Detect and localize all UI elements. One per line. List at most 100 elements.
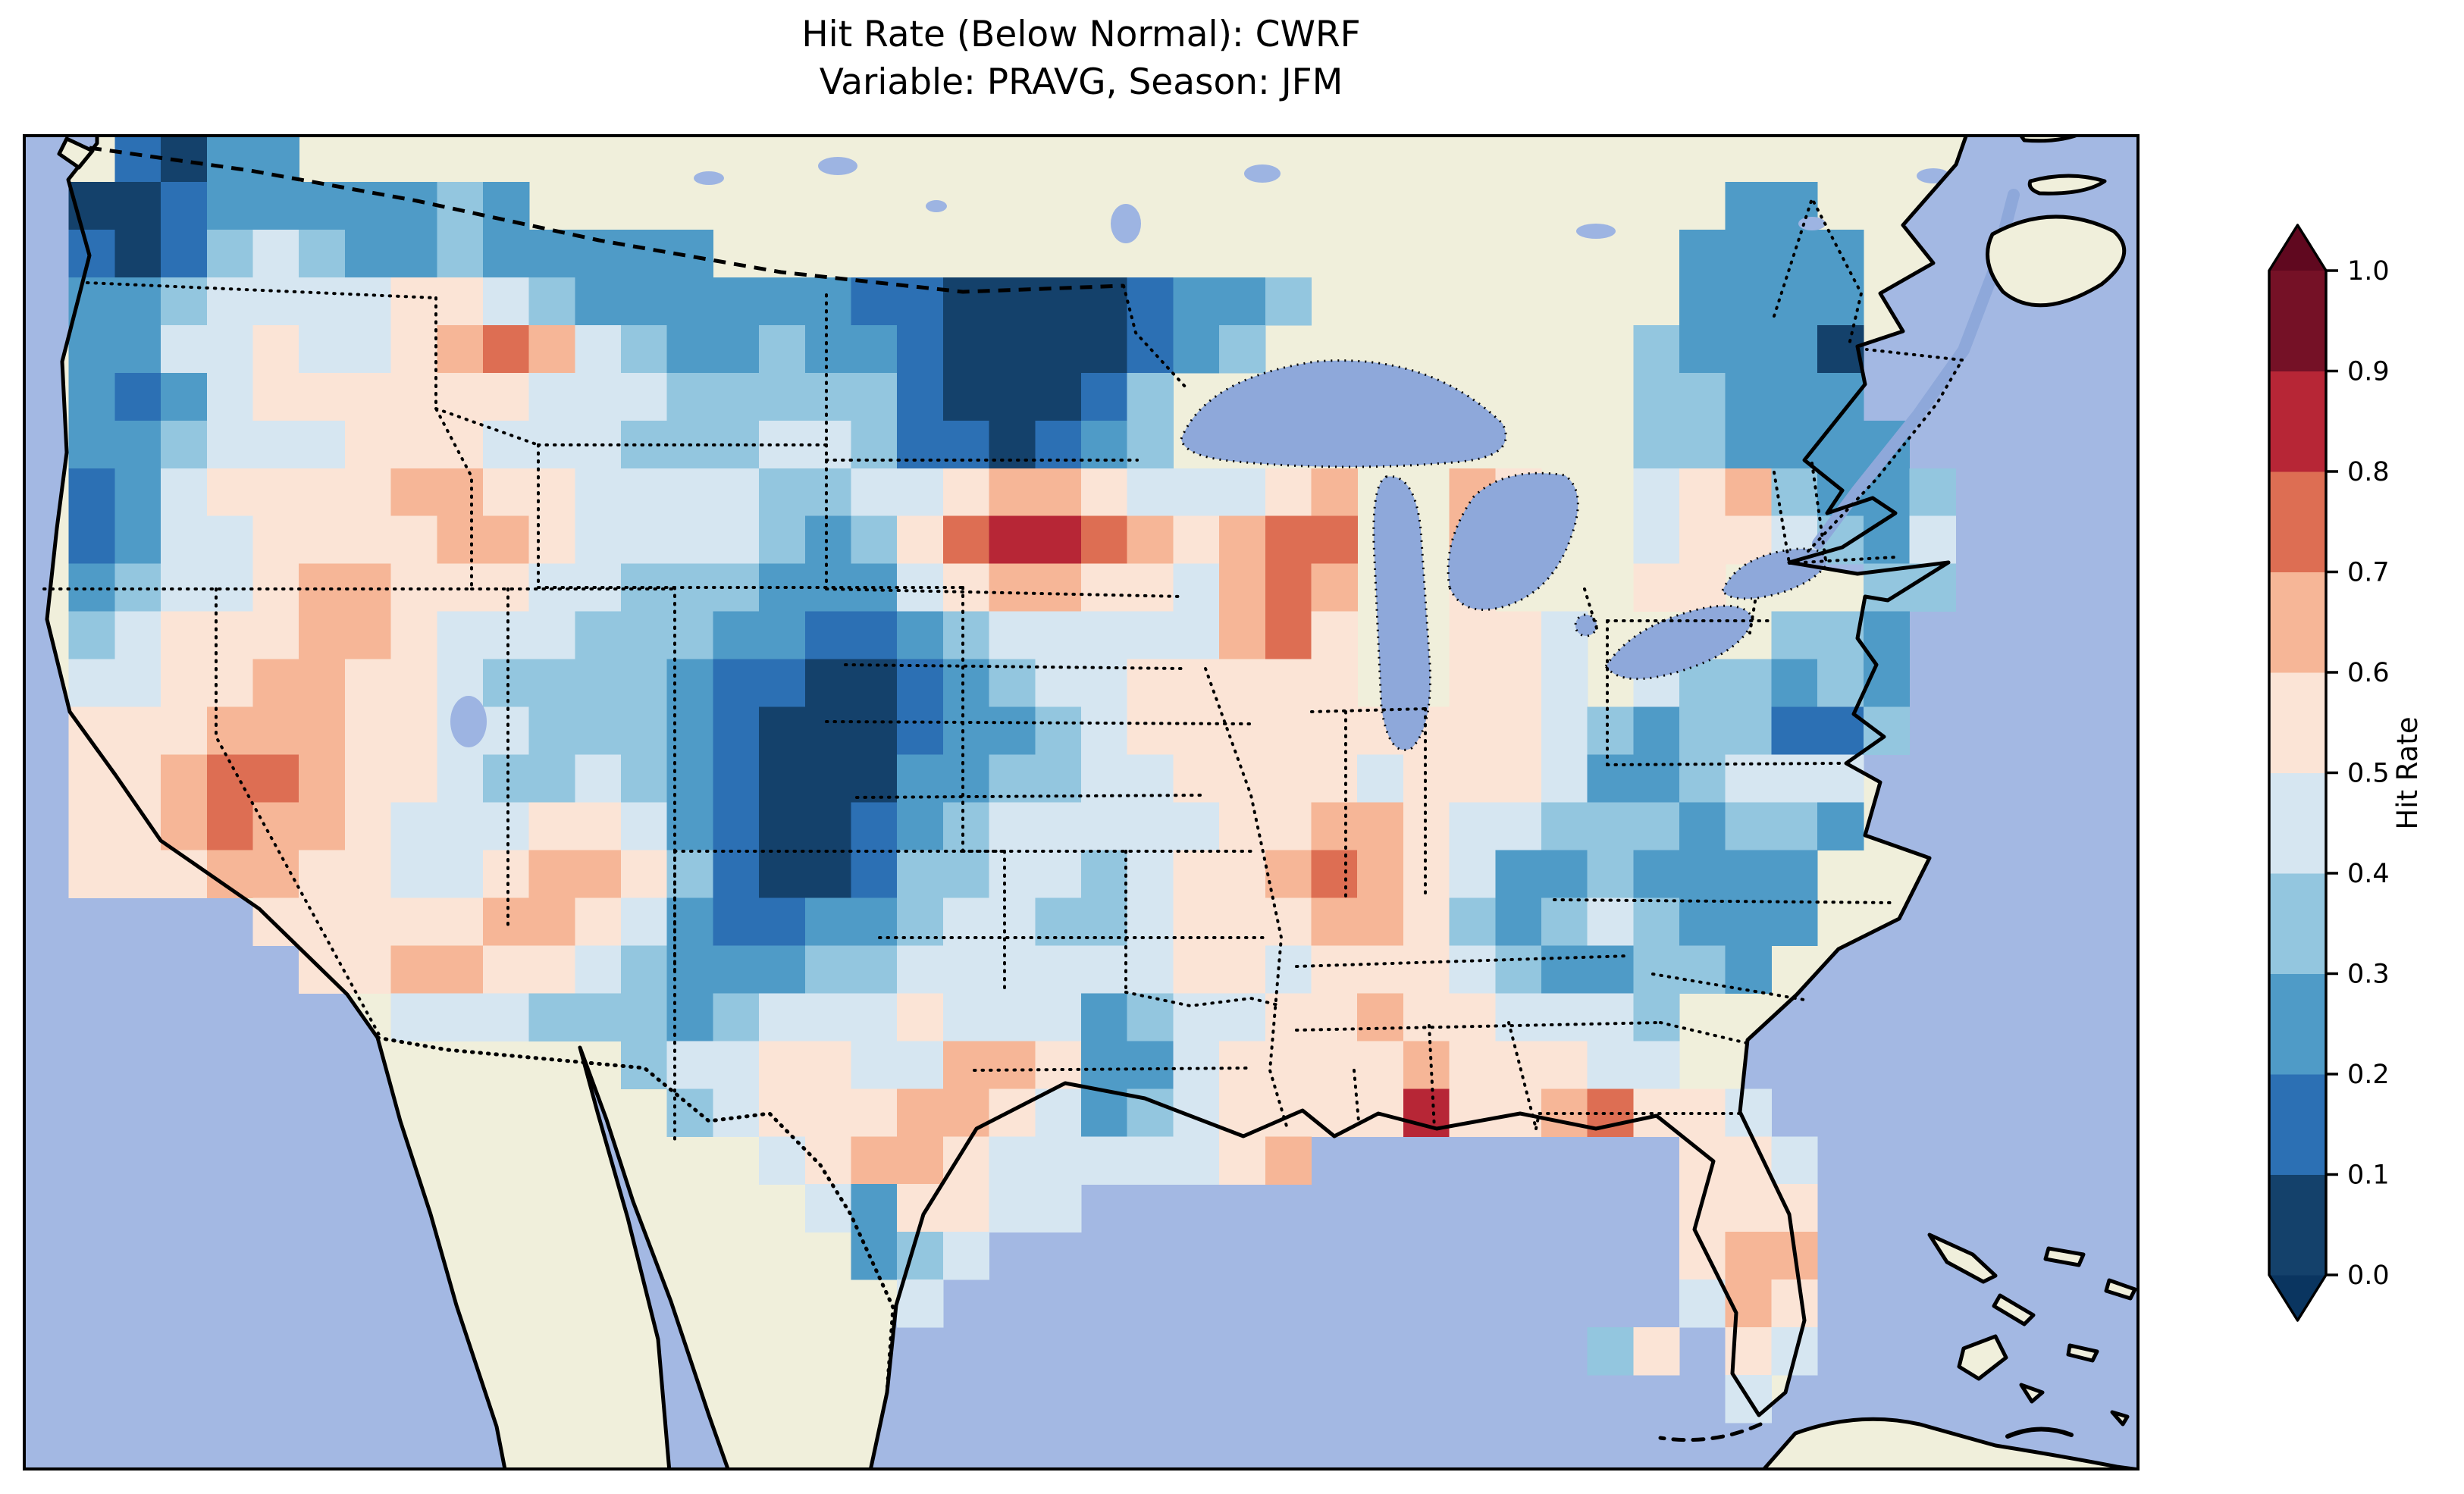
colorbar-segment — [2269, 1074, 2326, 1175]
grid-cell — [252, 850, 299, 899]
colorbar-segment — [2269, 1174, 2326, 1276]
grid-cell — [989, 706, 1036, 756]
grid-cell — [804, 993, 852, 1041]
grid-cell — [437, 277, 484, 326]
us-mexico-border — [375, 1035, 895, 1395]
grid-cell — [759, 515, 806, 565]
grid-cell — [528, 897, 575, 946]
grid-cell — [1311, 1041, 1358, 1089]
grid-cell — [1771, 706, 1818, 756]
grid-cell — [1771, 1279, 1818, 1328]
grid-cell — [252, 659, 299, 708]
colorbar-tick-label: 0.7 — [2347, 558, 2390, 588]
grid-cell — [621, 754, 668, 803]
grid-cell — [482, 229, 530, 278]
grid-cell — [1265, 468, 1312, 517]
grid-cell — [1771, 324, 1818, 374]
grid-cell — [897, 1136, 944, 1185]
grid-cell — [161, 420, 208, 469]
grid-cell — [1265, 706, 1312, 756]
grid-cell — [1725, 945, 1773, 994]
grid-cell — [344, 229, 392, 278]
grid-cell — [1403, 897, 1450, 946]
grid-cell — [482, 515, 530, 565]
grid-cell — [1449, 897, 1496, 946]
grid-cell — [897, 754, 944, 803]
grid-cell — [1311, 945, 1358, 994]
grid-cell — [759, 754, 806, 803]
grid-cell — [482, 372, 530, 421]
grid-cell — [1265, 277, 1312, 326]
grid-cell — [299, 897, 346, 946]
grid-cell — [713, 277, 760, 326]
grid-cell — [851, 1184, 898, 1232]
grid-cell — [114, 468, 161, 517]
grid-cell — [713, 802, 760, 851]
grid-cell — [1357, 802, 1404, 851]
grid-cell — [252, 611, 299, 660]
grid-cell — [1127, 372, 1174, 421]
grid-cell — [666, 515, 714, 565]
grid-cell — [851, 1088, 898, 1137]
grid-cell — [528, 945, 575, 994]
grid-cell — [1679, 1088, 1726, 1137]
grid-cell — [1495, 993, 1542, 1041]
grid-cell — [1541, 754, 1588, 803]
us-map — [23, 134, 2140, 1471]
grid-cell — [1771, 659, 1818, 708]
grid-cell — [1173, 611, 1220, 660]
grid-cell — [390, 181, 437, 230]
grid-cell — [437, 515, 484, 565]
grid-cell — [759, 277, 806, 326]
grid-cell — [528, 802, 575, 851]
grid-cell — [897, 706, 944, 756]
grid-cell — [851, 659, 898, 708]
grid-cell — [897, 1088, 944, 1137]
grid-cell — [1081, 706, 1128, 756]
grid-cell — [575, 659, 622, 708]
grid-cell — [437, 468, 484, 517]
grid-cell — [1357, 1041, 1404, 1089]
grid-cell — [1495, 706, 1542, 756]
grid-cell — [114, 659, 161, 708]
grid-cell — [713, 850, 760, 899]
grid-cell — [1403, 754, 1450, 803]
grid-cell — [621, 324, 668, 374]
grid-cell — [575, 372, 622, 421]
grid-cell — [1817, 420, 1864, 469]
grid-cell — [1587, 850, 1634, 899]
grid-cell — [252, 515, 299, 565]
grid-cell — [942, 277, 990, 326]
grid-cell — [759, 324, 806, 374]
grid-cell — [1587, 706, 1634, 756]
grid-cell — [1633, 945, 1680, 994]
grid-cell — [1265, 850, 1312, 899]
grid-cell — [621, 659, 668, 708]
grid-cell — [206, 324, 254, 374]
grid-cell — [390, 706, 437, 756]
grid-cell — [621, 611, 668, 660]
grid-cell — [942, 1088, 990, 1137]
grid-cell — [1219, 1041, 1266, 1089]
grid-cell — [989, 1136, 1036, 1185]
colorbar-segment — [2269, 572, 2326, 673]
grid-cell — [299, 706, 346, 756]
grid-cell — [1495, 611, 1542, 660]
grid-cell — [344, 659, 392, 708]
grid-cell — [390, 802, 437, 851]
grid-cell — [161, 468, 208, 517]
grid-cell — [437, 754, 484, 803]
grid-cell — [621, 468, 668, 517]
colorbar-segment — [2269, 471, 2326, 572]
grid-cell — [1771, 754, 1818, 803]
grid-cell — [1265, 945, 1312, 994]
grid-cell — [437, 563, 484, 612]
grid-cell — [206, 372, 254, 421]
grid-cell — [989, 754, 1036, 803]
great-lakes — [1180, 359, 1828, 751]
grid-cell — [897, 611, 944, 660]
grid-cell — [942, 754, 990, 803]
grid-cell — [851, 993, 898, 1041]
grid-cell — [1035, 897, 1082, 946]
grid-cell — [1449, 1088, 1496, 1137]
